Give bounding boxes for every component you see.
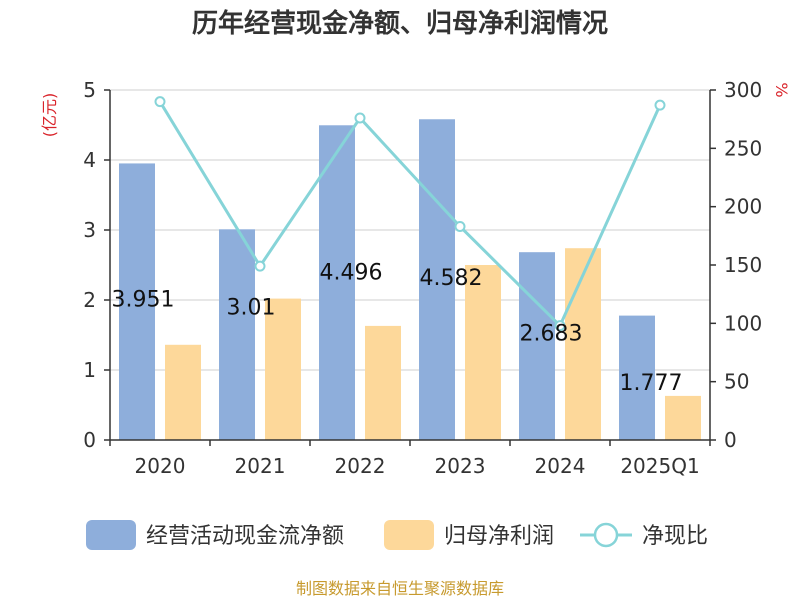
bar-net-profit [665,395,701,440]
left-tick-label: 0 [83,428,96,452]
data-label: 1.777 [620,371,683,396]
chart-title: 历年经营现金净额、归母净利润情况 [192,8,608,39]
ratio-line [154,96,666,332]
data-label: 3.951 [112,287,175,312]
bar-operating-cash-flow [219,229,255,440]
bar-operating-cash-flow [419,119,455,440]
bar-net-profit [265,298,301,440]
ratio-point [154,96,166,108]
legend-swatch-ratio-marker[interactable] [593,522,619,548]
right-tick-label: 100 [724,311,762,335]
source-note: 制图数据来自恒生聚源数据库 [296,579,504,598]
x-tick-label: 2021 [235,454,286,478]
bar-net-profit [365,325,401,440]
right-tick-label: 150 [724,253,762,277]
left-tick-label: 1 [83,358,96,382]
x-tick-label: 2020 [135,454,186,478]
ratio-point [454,221,466,232]
right-tick-label: 250 [724,136,762,160]
legend-swatch-operating-cash-flow[interactable] [86,520,136,550]
legend-label-ratio[interactable]: 净现比 [642,524,708,549]
legend-swatch-net-profit[interactable] [384,520,434,550]
x-tick-label: 2024 [535,454,586,478]
left-tick-label: 3 [83,218,96,242]
bar-operating-cash-flow [619,315,655,440]
legend-label-operating-cash-flow[interactable]: 经营活动现金流净额 [146,524,344,549]
data-label: 4.582 [420,266,483,291]
left-tick-label: 2 [83,288,96,312]
bar-operating-cash-flow [519,252,555,440]
left-axis-unit: (亿元) [40,93,59,138]
data-label: 2.683 [520,321,583,346]
ratio-point [254,260,266,272]
bar-net-profit [165,344,201,440]
right-axis-unit: % [772,82,791,97]
bar-net-profit [465,265,501,440]
x-tick-label: 2023 [435,454,486,478]
ratio-point [354,112,366,124]
left-tick-label: 4 [83,148,96,172]
data-label: 4.496 [320,261,383,286]
ratio-point [654,99,666,111]
x-tick-label: 2022 [335,454,386,478]
right-tick-label: 200 [724,195,762,219]
bar-operating-cash-flow [319,125,355,440]
data-label: 3.01 [227,296,276,321]
left-tick-label: 5 [83,78,96,102]
x-tick-label: 2025Q1 [620,454,699,478]
right-tick-label: 0 [724,428,737,452]
ratio-line-path [158,100,662,329]
ratio-point [554,320,566,332]
legend[interactable]: 经营活动现金流净额 归母净利润 净现比 [86,520,708,550]
right-tick-label: 50 [724,370,749,394]
bars [119,119,701,440]
bar-net-profit [565,248,601,440]
right-tick-label: 300 [724,78,762,102]
grid-lines [110,89,710,371]
bar-operating-cash-flow [119,163,155,440]
data-labels: 3.951 3.01 4.496 4.582 2.683 1.777 [112,261,683,396]
legend-label-net-profit[interactable]: 归母净利润 [444,524,554,549]
